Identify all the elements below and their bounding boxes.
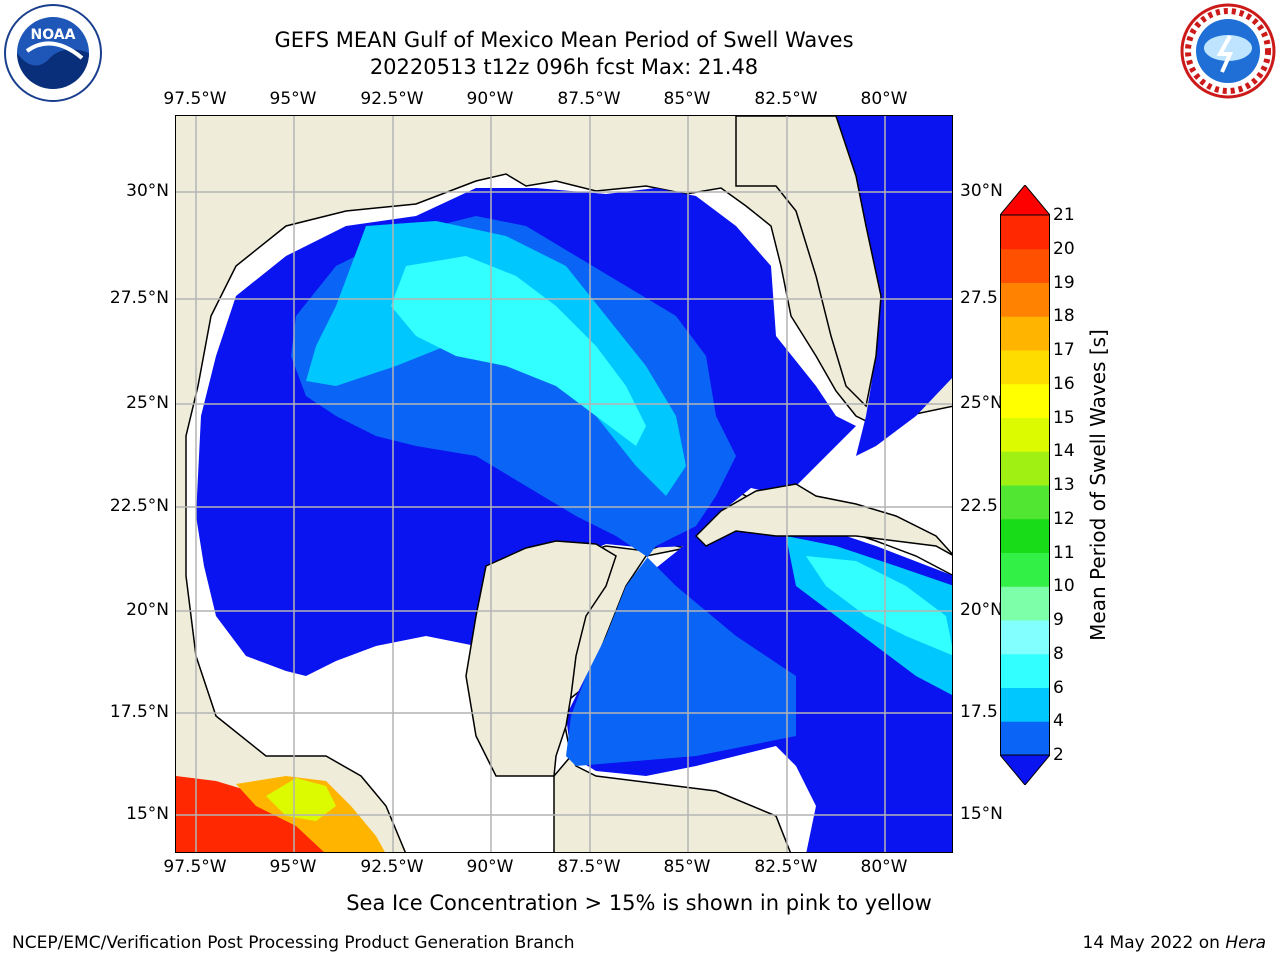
lon-tick-top: 82.5°W — [754, 89, 818, 109]
colorbar-tick-label: 11 — [1053, 542, 1075, 563]
colorbar-tick-label: 8 — [1053, 643, 1064, 664]
colorbar-tick-label: 12 — [1053, 508, 1075, 529]
colorbar-tick-label: 19 — [1053, 272, 1075, 293]
lon-tick-top: 85°W — [663, 89, 711, 109]
lon-tick-top: 97.5°W — [163, 89, 227, 109]
lon-tick-top: 90°W — [466, 89, 514, 109]
footer-date-text: 14 May 2022 on — [1082, 933, 1226, 953]
colorbar-segment — [1000, 316, 1050, 351]
colorbar-segment — [1000, 215, 1050, 250]
footer-date: 14 May 2022 on Hera — [1083, 933, 1267, 953]
map-panel — [175, 115, 953, 853]
colorbar-frame — [1000, 214, 1050, 756]
warm-region-red — [176, 776, 335, 852]
colorbar-segment — [1000, 518, 1050, 553]
florida-peninsula — [735, 116, 882, 408]
colorbar-extend-high — [1000, 185, 1050, 216]
lon-tick-bottom: 90°W — [466, 857, 514, 877]
colorbar-tick-label: 15 — [1053, 407, 1075, 428]
colorbar-segment — [1000, 721, 1050, 756]
colorbar-tick-label: 9 — [1053, 610, 1064, 630]
colorbar-label: Mean Period of Swell Waves [s] — [1086, 329, 1110, 641]
map-gridlines — [176, 116, 952, 852]
swell-period-map — [176, 116, 952, 852]
swell-band-8-9 — [391, 256, 646, 446]
yucatan-peninsula — [465, 540, 617, 777]
lat-tick-right: 22.5 — [960, 496, 998, 516]
lon-tick-bottom: 97.5°W — [163, 857, 227, 877]
lon-tick-top: 80°W — [860, 89, 908, 109]
colorbar-tick-label: 6 — [1053, 677, 1064, 698]
warm-region-yellow — [266, 778, 336, 821]
colorbar-segment — [1000, 282, 1050, 317]
lat-tick-left: 17.5°N — [109, 702, 169, 722]
colorbar — [1000, 185, 1050, 785]
lat-tick-right: 27.5 — [960, 288, 998, 308]
lat-tick-left: 30°N — [126, 181, 169, 201]
noaa-logo: NOAA — [4, 4, 102, 102]
colorbar-segment — [1000, 248, 1050, 283]
colorbar-segment — [1000, 383, 1050, 418]
lat-tick-right: 17.5 — [960, 702, 998, 722]
lat-tick-right: 15°N — [960, 804, 1003, 824]
cuba-island — [694, 483, 952, 556]
colorbar-tick-label: 18 — [1053, 306, 1075, 327]
colorbar-tick-label: 13 — [1053, 475, 1075, 495]
lat-tick-right: 30°N — [960, 181, 1003, 201]
lon-tick-bottom: 85°W — [663, 857, 711, 877]
swell-band-2-4-east — [836, 116, 952, 456]
lon-tick-bottom: 92.5°W — [360, 857, 424, 877]
lat-tick-left: 15°N — [126, 804, 169, 824]
colorbar-tick-label: 21 — [1053, 205, 1075, 225]
lat-tick-left: 25°N — [126, 393, 169, 413]
colorbar-segment — [1000, 653, 1050, 688]
colorbar-segment — [1000, 350, 1050, 385]
colorbar-tick-label: 4 — [1053, 711, 1064, 732]
lon-tick-top: 92.5°W — [360, 89, 424, 109]
colorbar-tick-label: 14 — [1053, 441, 1075, 462]
colorbar-extend-low — [1000, 754, 1050, 785]
lat-tick-right: 25°N — [960, 393, 1003, 413]
footer-host: Hera — [1225, 933, 1266, 953]
colorbar-segment — [1000, 552, 1050, 587]
colorbar-segment — [1000, 586, 1050, 621]
chart-subtitle: 20220513 t12z 096h fcst Max: 21.48 — [369, 55, 759, 79]
lat-tick-left: 22.5°N — [109, 496, 169, 516]
ice-note: Sea Ice Concentration > 15% is shown in … — [346, 891, 932, 915]
swell-band-8-9-carib — [806, 556, 952, 656]
colorbar-tick-label: 17 — [1053, 340, 1075, 360]
lon-tick-top: 95°W — [269, 89, 317, 109]
nws-logo — [1180, 3, 1276, 99]
colorbar-tick-label: 20 — [1053, 238, 1075, 259]
colorbar-segment — [1000, 620, 1050, 655]
colorbar-segment — [1000, 485, 1050, 520]
footer-credit: NCEP/EMC/Verification Post Processing Pr… — [12, 933, 575, 953]
svg-text:NOAA: NOAA — [31, 27, 76, 43]
colorbar-segment — [1000, 417, 1050, 452]
colorbar-tick-label: 10 — [1053, 576, 1075, 597]
lon-tick-bottom: 95°W — [269, 857, 317, 877]
colorbar-segment — [1000, 687, 1050, 722]
lat-tick-left: 27.5°N — [109, 288, 169, 308]
lat-tick-left: 20°N — [126, 600, 169, 620]
lon-tick-bottom: 87.5°W — [557, 857, 621, 877]
colorbar-tick-label: 16 — [1053, 373, 1075, 394]
lon-tick-bottom: 80°W — [860, 857, 908, 877]
chart-title: GEFS MEAN Gulf of Mexico Mean Period of … — [274, 28, 854, 52]
lon-tick-bottom: 82.5°W — [754, 857, 818, 877]
colorbar-tick-label: 2 — [1053, 745, 1064, 765]
lat-tick-right: 20°N — [960, 600, 1003, 620]
lon-tick-top: 87.5°W — [557, 89, 621, 109]
colorbar-segment — [1000, 451, 1050, 486]
